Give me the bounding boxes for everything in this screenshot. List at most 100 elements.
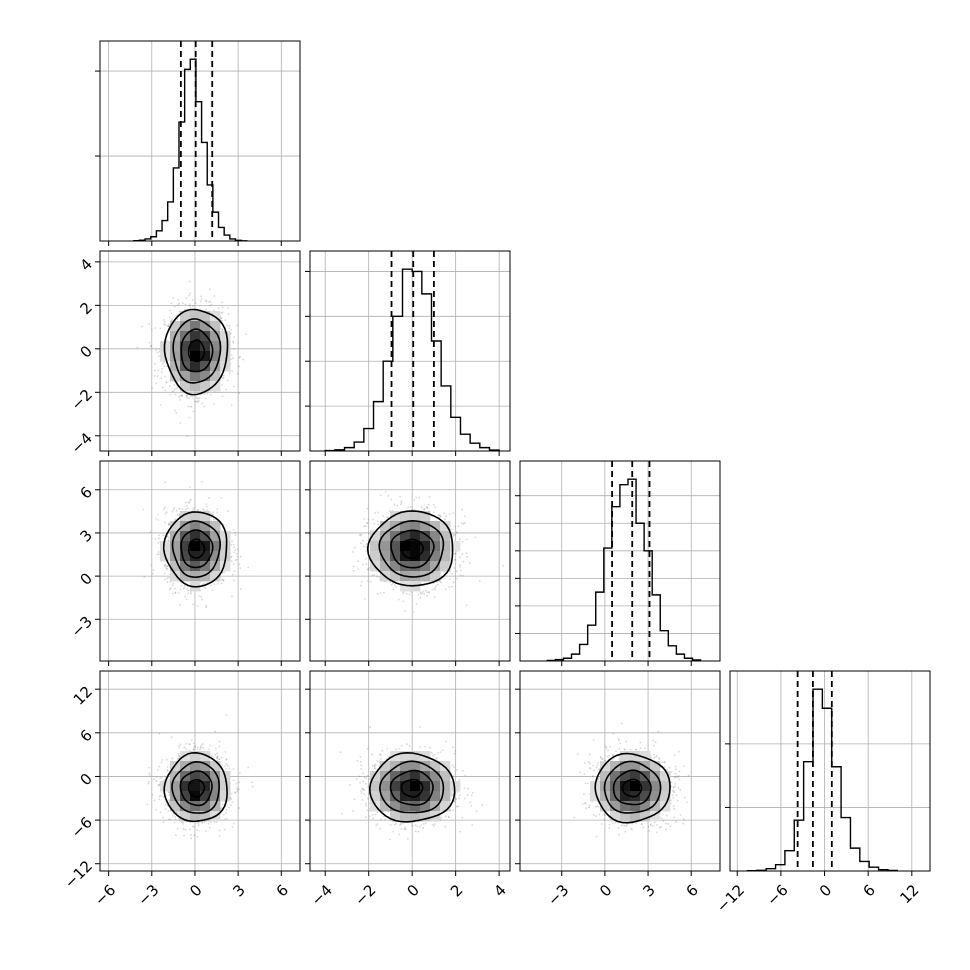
scatter-point (157, 369, 160, 372)
density-cell (410, 521, 421, 532)
scatter-point (583, 773, 586, 776)
scatter-point (415, 496, 417, 499)
scatter-point (167, 539, 170, 542)
scatter-point (196, 748, 199, 751)
density-cell (200, 381, 211, 392)
scatter-point (674, 782, 676, 785)
scatter-point (149, 345, 152, 347)
x-tick-label: 0 (816, 881, 835, 900)
scatter-point (449, 578, 451, 581)
scatter-point (639, 741, 642, 744)
scatter-point (155, 809, 158, 811)
scatter-point (174, 591, 177, 594)
scatter-point (673, 754, 676, 757)
density-cell (170, 781, 181, 792)
scatter-point (400, 827, 403, 830)
scatter-point (212, 511, 215, 514)
scatter-point (212, 513, 214, 516)
scatter-point (455, 798, 458, 800)
scatter-point (179, 394, 182, 397)
density-cell (430, 551, 441, 562)
scatter-point (339, 751, 342, 754)
scatter-point (233, 570, 236, 572)
density-cell (640, 791, 651, 802)
scatter-point (360, 790, 362, 792)
scatter-point (177, 304, 179, 306)
scatter-point (433, 596, 436, 599)
density-cell (190, 771, 201, 782)
scatter-point (218, 758, 221, 761)
density-cell (420, 781, 431, 792)
scatter-point (609, 745, 611, 748)
density-cell (200, 551, 211, 562)
scatter-point (390, 498, 393, 501)
scatter-point (384, 491, 387, 493)
scatter-point (671, 794, 674, 797)
x-tick-label: −3 (134, 881, 162, 909)
scatter-point (348, 784, 351, 786)
scatter-point (201, 821, 204, 824)
scatter-point (461, 553, 464, 555)
density-cell (160, 541, 171, 552)
scatter-point (203, 509, 206, 512)
density-cell (210, 341, 221, 352)
scatter-point (160, 371, 163, 373)
scatter-point (189, 743, 191, 746)
scatter-point (158, 798, 161, 801)
scatter-point (398, 747, 401, 750)
scatter-point (597, 806, 600, 808)
scatter-point (201, 821, 204, 824)
density-cell (390, 571, 401, 582)
scatter-point (156, 541, 159, 544)
density-cell (420, 521, 431, 532)
histogram-p2 (324, 268, 500, 452)
scatter-point (454, 558, 457, 561)
scatter-point (179, 743, 182, 746)
scatter-point (677, 786, 680, 789)
density-cell (190, 531, 201, 542)
density-cell (180, 511, 191, 522)
scatter-point (188, 416, 191, 419)
scatter-point (179, 421, 182, 424)
scatter-point (416, 825, 419, 828)
scatter-point (455, 552, 457, 555)
scatter-point (596, 805, 599, 807)
scatter-point (452, 533, 455, 536)
scatter-point (377, 523, 380, 526)
scatter-point (156, 375, 159, 377)
density-cell (440, 531, 451, 542)
scatter-point (465, 538, 468, 541)
density-cell (170, 361, 181, 372)
scatter-point (623, 824, 626, 827)
scatter-point (178, 507, 181, 510)
scatter-point (418, 825, 421, 828)
scatter-point (669, 825, 672, 828)
scatter-point (221, 756, 223, 759)
scatter-point (232, 357, 235, 360)
scatter-point (617, 827, 620, 829)
scatter-point (196, 746, 199, 749)
scatter-point (364, 782, 367, 785)
density-cell (450, 781, 461, 792)
scatter-point (595, 766, 598, 769)
scatter-point (426, 507, 429, 510)
scatter-point (163, 565, 166, 567)
density-cell (390, 781, 401, 792)
scatter-point (437, 514, 440, 517)
scatter-point (352, 569, 355, 572)
scatter-point (661, 761, 664, 764)
scatter-point (407, 837, 409, 840)
contour-level (612, 769, 652, 806)
scatter-point (190, 837, 192, 840)
scatter-point (153, 799, 156, 802)
density-cell (600, 761, 611, 772)
scatter-point (147, 766, 150, 769)
scatter-point (232, 348, 235, 350)
y-tick-label: 0 (77, 569, 96, 588)
scatter-point (635, 822, 638, 824)
scatter-point (631, 828, 633, 831)
scatter-point (172, 582, 175, 585)
scatter-point (178, 302, 181, 305)
scatter-point (462, 522, 465, 525)
scatter-point (393, 503, 396, 506)
